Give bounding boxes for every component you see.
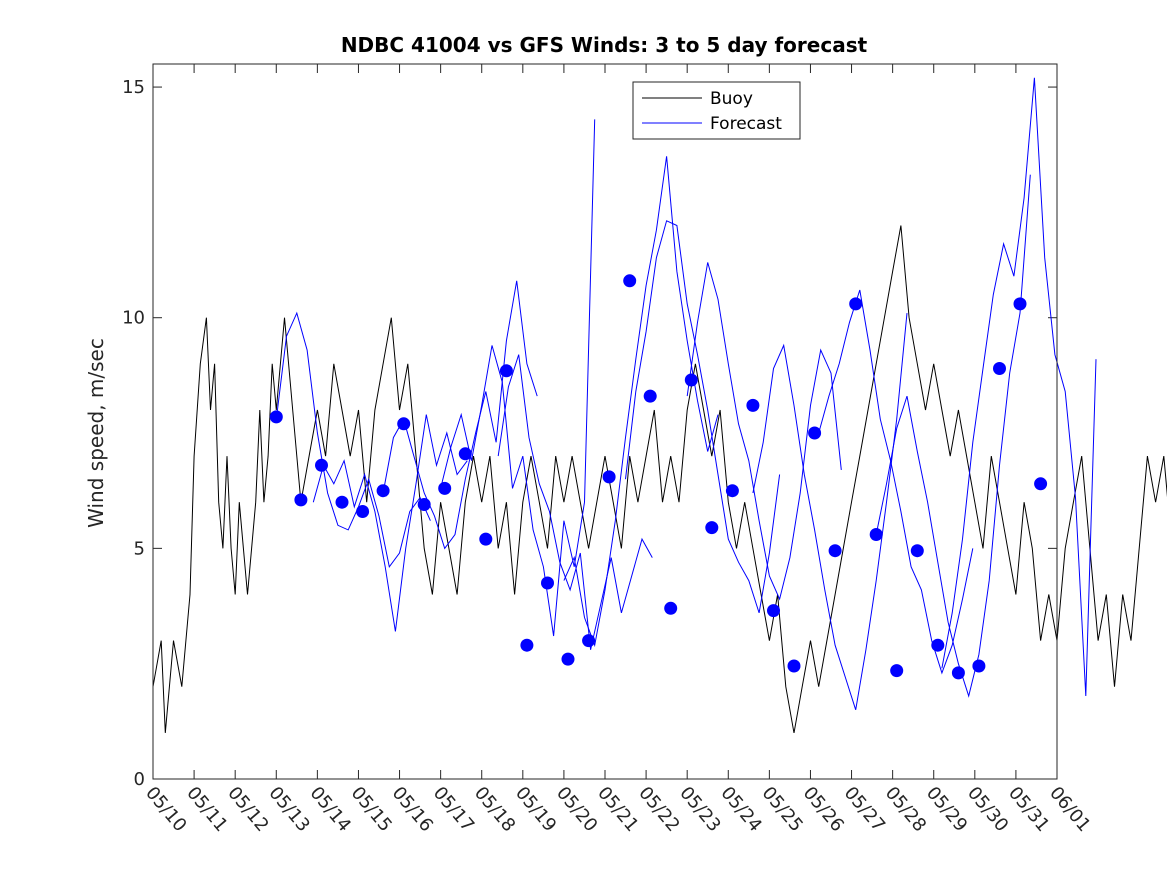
chart-title: NDBC 41004 vs GFS Winds: 3 to 5 day fore… [341,33,868,57]
forecast-series-line [686,262,842,601]
forecast-marker [499,364,513,378]
forecast-marker [315,458,328,472]
forecast-marker [458,447,472,461]
forecast-marker [746,398,760,412]
forecast-marker [869,528,883,541]
forecast-marker [479,532,493,546]
forecast-marker [684,373,698,387]
forecast-marker [910,544,924,558]
forecast-marker [335,495,349,509]
forecast-marker [993,362,1006,375]
y-tick-label: 5 [134,538,145,559]
forecast-marker [705,521,719,535]
forecast-series-line [875,174,1031,698]
forecast-marker [664,601,678,615]
forecast-marker [725,484,739,498]
forecast-series-line [818,289,974,675]
y-tick-label: 15 [122,77,145,98]
forecast-marker [356,505,370,518]
plot-background [153,64,1057,779]
forecast-marker [890,664,904,678]
forecast-series-line [382,280,538,550]
forecast-marker [849,297,863,311]
forecast-marker [808,426,822,440]
legend-buoy-label: Buoy [710,89,753,109]
forecast-marker [951,666,965,680]
forecast-marker [582,634,596,648]
forecast-series-line [941,77,1097,697]
forecast-marker [643,389,657,403]
legend-forecast-label: Forecast [710,114,782,134]
forecast-marker [931,638,945,652]
forecast-marker [376,484,390,498]
y-tick-label: 0 [134,769,145,790]
forecast-marker [438,481,452,495]
forecast-marker [1034,477,1048,491]
legend-box [632,81,801,140]
forecast-marker [561,652,575,666]
y-axis-label: Wind speed, m/sec [84,338,108,528]
forecast-series-line [497,354,653,650]
forecast-marker [1013,297,1027,311]
forecast-series-line [312,414,468,632]
forecast-marker [787,659,801,673]
buoy-series-line [152,225,1167,733]
plot-frame [152,63,1058,780]
forecast-marker [520,638,534,652]
legend: Buoy Forecast [632,81,801,140]
forecast-marker [294,493,308,507]
plot-area: 05/1005/1105/1205/1305/1405/1505/1605/17… [122,63,1167,836]
forecast-marker [828,544,842,558]
forecast-marker [269,410,283,424]
forecast-series-line [275,311,431,569]
forecast-marker [417,498,431,511]
forecast-series-line [563,156,719,648]
forecast-marker [972,659,986,673]
forecast-marker [602,470,616,484]
forecast-marker [541,576,554,590]
forecast-series-line [440,119,596,637]
y-tick-label: 10 [122,308,145,329]
forecast-marker [767,604,780,618]
forecast-marker [397,417,411,431]
forecast-series-line [752,313,908,710]
forecast-series-line [625,220,781,614]
forecast-marker [623,274,637,288]
